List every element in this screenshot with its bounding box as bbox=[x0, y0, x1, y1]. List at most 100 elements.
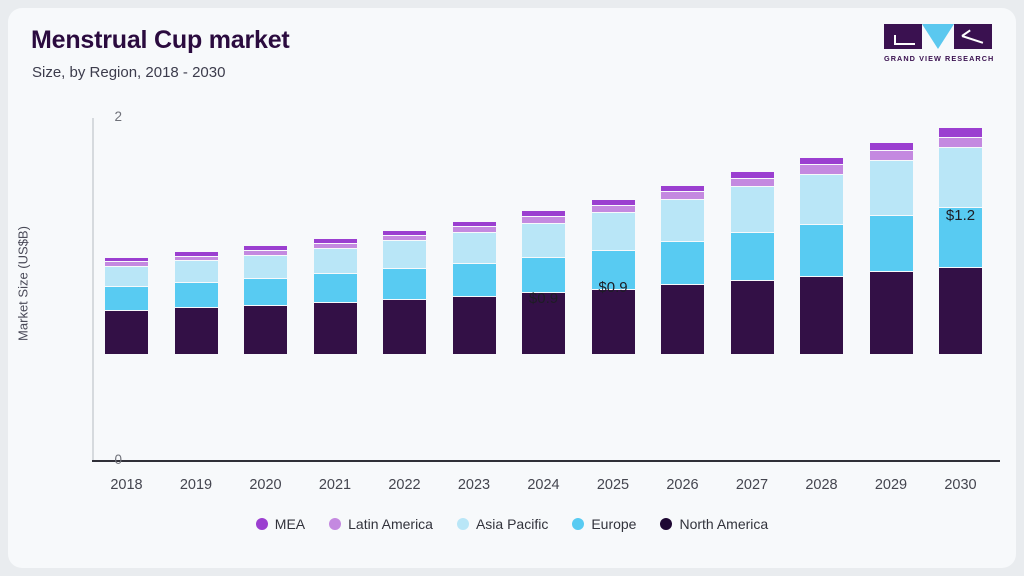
bar-segment-mea[interactable] bbox=[869, 142, 913, 152]
legend-label: Europe bbox=[591, 516, 637, 532]
bar-segment-latin-america[interactable] bbox=[313, 243, 357, 249]
bar-segment-europe[interactable] bbox=[522, 257, 565, 294]
bar-segment-europe[interactable] bbox=[939, 207, 982, 268]
bar-segment-asia-pacific[interactable] bbox=[452, 233, 496, 264]
x-axis-tick-label: 2022 bbox=[388, 477, 421, 493]
bar-segment-latin-america[interactable] bbox=[105, 262, 148, 267]
bar-segment-asia-pacific[interactable] bbox=[383, 241, 426, 270]
bar-segment-north-america[interactable] bbox=[730, 280, 774, 354]
bar-segment-asia-pacific[interactable] bbox=[522, 223, 565, 258]
bar-segment-asia-pacific[interactable] bbox=[244, 255, 287, 280]
bar-segment-north-america[interactable] bbox=[591, 289, 635, 354]
bar-segment-north-america[interactable] bbox=[383, 299, 426, 354]
bar-2022[interactable] bbox=[383, 230, 426, 354]
bar-segment-europe[interactable] bbox=[452, 263, 496, 297]
bar-2027[interactable] bbox=[730, 171, 774, 354]
bar-series-layer bbox=[8, 8, 1016, 461]
bar-2028[interactable] bbox=[800, 157, 843, 354]
bar-segment-asia-pacific[interactable] bbox=[800, 174, 843, 226]
bar-2030[interactable] bbox=[939, 128, 982, 354]
bar-segment-latin-america[interactable] bbox=[522, 217, 565, 224]
legend-item-asia-pacific[interactable]: Asia Pacific bbox=[456, 516, 548, 532]
bar-segment-europe[interactable] bbox=[591, 250, 635, 290]
bar-segment-mea[interactable] bbox=[174, 252, 218, 257]
logo-left-glyph-icon bbox=[894, 35, 915, 45]
bar-segment-mea[interactable] bbox=[522, 211, 565, 218]
bar-segment-latin-america[interactable] bbox=[452, 227, 496, 234]
bar-segment-north-america[interactable] bbox=[244, 305, 287, 354]
bar-segment-mea[interactable] bbox=[730, 171, 774, 179]
logo-left-box-icon bbox=[884, 24, 922, 49]
chart-plot-area: Market Size (US$B) 012 20182019202020212… bbox=[8, 8, 1016, 568]
x-axis-tick-label: 2019 bbox=[179, 477, 213, 493]
bar-segment-europe[interactable] bbox=[661, 242, 704, 286]
bar-2026[interactable] bbox=[661, 185, 704, 354]
x-axis-tick-label: 2029 bbox=[874, 477, 908, 493]
bar-segment-europe[interactable] bbox=[105, 287, 148, 311]
legend-item-europe[interactable]: Europe bbox=[572, 516, 636, 532]
bar-segment-latin-america[interactable] bbox=[174, 256, 218, 262]
bar-segment-mea[interactable] bbox=[661, 185, 704, 193]
bar-2024[interactable] bbox=[522, 211, 565, 354]
bar-segment-asia-pacific[interactable] bbox=[591, 213, 635, 251]
bar-segment-asia-pacific[interactable] bbox=[661, 200, 704, 243]
bar-segment-europe[interactable] bbox=[244, 279, 287, 306]
bar-segment-north-america[interactable] bbox=[313, 302, 357, 354]
bar-segment-mea[interactable] bbox=[591, 199, 635, 207]
bar-segment-north-america[interactable] bbox=[105, 310, 148, 354]
bar-2023[interactable] bbox=[452, 221, 496, 354]
bar-segment-mea[interactable] bbox=[105, 257, 148, 263]
bar-segment-europe[interactable] bbox=[800, 225, 843, 277]
bar-2020[interactable] bbox=[244, 246, 287, 354]
bar-segment-latin-america[interactable] bbox=[661, 192, 704, 201]
bar-segment-europe[interactable] bbox=[869, 216, 913, 273]
grand-view-research-logo: GRAND VIEW RESEARCH bbox=[884, 24, 993, 66]
bar-segment-mea[interactable] bbox=[244, 246, 287, 251]
bar-segment-latin-america[interactable] bbox=[591, 206, 635, 214]
bar-2025[interactable] bbox=[591, 199, 635, 354]
bar-segment-north-america[interactable] bbox=[800, 276, 843, 354]
bar-segment-latin-america[interactable] bbox=[939, 137, 982, 149]
bar-2029[interactable] bbox=[869, 142, 913, 354]
bar-segment-north-america[interactable] bbox=[522, 293, 565, 354]
bar-2018[interactable] bbox=[105, 257, 148, 354]
bar-segment-latin-america[interactable] bbox=[730, 178, 774, 188]
bar-2019[interactable] bbox=[174, 252, 218, 354]
bar-segment-north-america[interactable] bbox=[174, 308, 218, 354]
bar-segment-asia-pacific[interactable] bbox=[174, 261, 218, 284]
bar-segment-mea[interactable] bbox=[452, 221, 496, 228]
legend-item-latin-america[interactable]: Latin America bbox=[329, 516, 433, 532]
bar-segment-latin-america[interactable] bbox=[383, 235, 426, 242]
bar-segment-mea[interactable] bbox=[383, 230, 426, 236]
data-label-2025: $0.9 bbox=[598, 278, 628, 296]
bar-segment-europe[interactable] bbox=[383, 269, 426, 300]
page-title: Menstrual Cup market bbox=[31, 26, 290, 54]
bar-segment-europe[interactable] bbox=[730, 233, 774, 281]
bar-segment-latin-america[interactable] bbox=[869, 151, 913, 162]
bar-segment-north-america[interactable] bbox=[939, 267, 982, 354]
bar-segment-mea[interactable] bbox=[800, 157, 843, 166]
x-axis-tick-label: 2018 bbox=[110, 477, 143, 493]
bar-segment-mea[interactable] bbox=[313, 238, 357, 244]
bar-segment-north-america[interactable] bbox=[452, 296, 496, 354]
legend-label: North America bbox=[679, 516, 769, 532]
bar-segment-asia-pacific[interactable] bbox=[939, 148, 982, 208]
bar-segment-north-america[interactable] bbox=[869, 272, 913, 354]
legend-swatch-icon bbox=[329, 518, 342, 530]
x-axis-tick-label: 2026 bbox=[666, 477, 699, 493]
y-axis-line bbox=[92, 118, 94, 461]
bar-segment-mea[interactable] bbox=[939, 128, 982, 138]
bar-segment-latin-america[interactable] bbox=[800, 165, 843, 175]
legend-item-mea[interactable]: MEA bbox=[255, 516, 305, 532]
bar-segment-asia-pacific[interactable] bbox=[730, 187, 774, 234]
bar-segment-asia-pacific[interactable] bbox=[105, 266, 148, 288]
bar-segment-europe[interactable] bbox=[174, 283, 218, 309]
bar-segment-europe[interactable] bbox=[313, 274, 357, 303]
bar-segment-latin-america[interactable] bbox=[244, 250, 287, 256]
bar-2021[interactable] bbox=[313, 238, 357, 354]
chart-legend: MEA Latin America Asia Pacific Europe North … bbox=[8, 516, 1016, 532]
legend-item-north-america[interactable]: North America bbox=[660, 516, 768, 532]
bar-segment-asia-pacific[interactable] bbox=[313, 248, 357, 275]
bar-segment-north-america[interactable] bbox=[661, 285, 704, 354]
bar-segment-asia-pacific[interactable] bbox=[869, 161, 913, 217]
